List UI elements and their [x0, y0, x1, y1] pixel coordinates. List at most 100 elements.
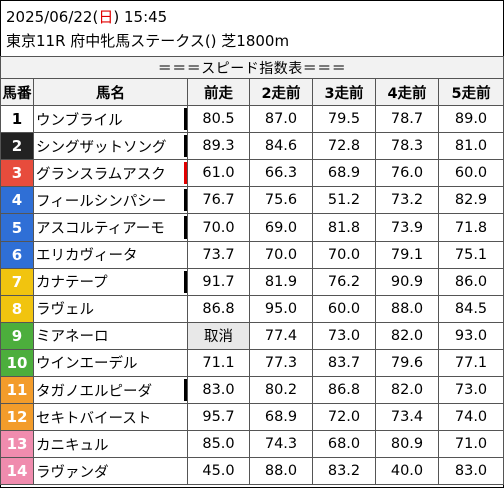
- horse-name: ミアネーロ: [36, 329, 109, 346]
- last-race-index: 61.0: [187, 159, 250, 188]
- last-race-index: 91.7: [187, 267, 250, 296]
- 3-races-ago-index: 51.2: [312, 186, 376, 215]
- 3-races-ago-index: 79.5: [312, 105, 376, 134]
- race-title: 東京11R 府中牝馬ステークス() 芝1800m: [6, 32, 290, 50]
- horse-name: グランスラムアスク: [36, 166, 166, 183]
- row-marker: [184, 189, 187, 212]
- 3-races-ago-index: 68.9: [312, 159, 376, 188]
- 5-races-ago-index: 71.8: [437, 213, 504, 242]
- table-row: 8 ラヴェル 86.8 95.0 60.0 88.0 84.5: [0, 294, 504, 323]
- horse-name-cell: シングザットソング: [33, 132, 188, 161]
- table-row: 14 ラヴァンダ 45.0 88.0 83.2 40.0 83.0: [0, 457, 504, 486]
- 3-races-ago-index: 72.0: [312, 403, 376, 432]
- 4-races-ago-index: 78.7: [375, 105, 439, 134]
- table-row: 11 タガノエルピーダ 83.0 80.2 86.8 82.0 73.0: [0, 376, 504, 405]
- horse-number: 14: [0, 457, 34, 486]
- 5-races-ago-index: 83.0: [437, 457, 504, 486]
- horse-number: 10: [0, 348, 34, 378]
- 3-races-ago-index: 73.0: [312, 321, 376, 350]
- 5-races-ago-index: 71.0: [437, 430, 504, 459]
- last-race-index: 80.5: [187, 105, 250, 134]
- horse-number: 4: [0, 186, 34, 215]
- last-race-index: 85.0: [187, 430, 250, 459]
- 2-races-ago-index: 81.9: [249, 267, 313, 296]
- table-row: 2 シングザットソング 89.3 84.6 72.8 78.3 81.0: [0, 132, 504, 161]
- horse-number: 1: [0, 105, 34, 134]
- race-weekday: 日: [98, 8, 114, 26]
- 3-races-ago-index: 60.0: [312, 294, 376, 323]
- 2-races-ago-index: 68.9: [249, 403, 313, 432]
- table-row: 12 セキトバイースト 95.7 68.9 72.0 73.4 74.0: [0, 403, 504, 432]
- horse-name-cell: アスコルティアーモ: [33, 213, 188, 242]
- horse-name-cell: セキトバイースト: [33, 403, 188, 432]
- last-race-index: 89.3: [187, 132, 250, 161]
- 4-races-ago-index: 40.0: [375, 457, 439, 486]
- 3-races-ago-index: 76.2: [312, 267, 376, 296]
- last-race-index: 83.0: [187, 376, 250, 405]
- 5-races-ago-index: 89.0: [437, 105, 504, 134]
- horse-number: 11: [0, 376, 34, 405]
- horse-name: カニキュル: [36, 437, 109, 454]
- 4-races-ago-index: 73.4: [375, 403, 439, 432]
- horse-name-cell: カナテープ: [33, 267, 188, 296]
- 4-races-ago-index: 88.0: [375, 294, 439, 323]
- race-datetime: 2025/06/22(日) 15:45: [6, 8, 168, 26]
- col-header-5-races-ago: 5走前: [437, 77, 504, 107]
- 5-races-ago-index: 81.0: [437, 132, 504, 161]
- last-race-index: 73.7: [187, 240, 250, 269]
- horse-number: 5: [0, 213, 34, 242]
- 5-races-ago-index: 86.0: [437, 267, 504, 296]
- race-time: 15:45: [123, 8, 168, 26]
- 5-races-ago-index: 60.0: [437, 159, 504, 188]
- horse-name-cell: フィールシンパシー: [33, 186, 188, 215]
- table-title: ＝＝＝スピード指数表＝＝＝: [0, 56, 504, 79]
- 5-races-ago-index: 74.0: [437, 403, 504, 432]
- table-row: 1 ウンブライル 80.5 87.0 79.5 78.7 89.0: [0, 105, 504, 134]
- horse-name: ウンブライル: [36, 112, 123, 129]
- 2-races-ago-index: 88.0: [249, 457, 313, 486]
- 4-races-ago-index: 73.2: [375, 186, 439, 215]
- col-header-3-races-ago: 3走前: [312, 77, 376, 107]
- 3-races-ago-index: 70.0: [312, 240, 376, 269]
- 2-races-ago-index: 69.0: [249, 213, 313, 242]
- last-race-index: 71.1: [187, 348, 250, 378]
- last-race-index: 45.0: [187, 457, 250, 486]
- last-race-index: 76.7: [187, 186, 250, 215]
- horse-name: シングザットソング: [36, 139, 167, 156]
- 2-races-ago-index: 66.3: [249, 159, 313, 188]
- 4-races-ago-index: 76.0: [375, 159, 439, 188]
- 5-races-ago-index: 84.5: [437, 294, 504, 323]
- 3-races-ago-index: 83.7: [312, 348, 376, 378]
- col-header-horse-name: 馬名: [33, 77, 188, 107]
- last-race-index: 取消: [187, 321, 250, 350]
- 2-races-ago-index: 70.0: [249, 240, 313, 269]
- horse-name-cell: ミアネーロ: [33, 321, 188, 350]
- race-date: 2025/06/22: [6, 8, 93, 26]
- 2-races-ago-index: 95.0: [249, 294, 313, 323]
- table-row: 6 エリカヴィータ 73.7 70.0 70.0 79.1 75.1: [0, 240, 504, 269]
- 5-races-ago-index: 73.0: [437, 376, 504, 405]
- 4-races-ago-index: 80.9: [375, 430, 439, 459]
- table-row: 7 カナテープ 91.7 81.9 76.2 90.9 86.0: [0, 267, 504, 296]
- horse-name-cell: ウンブライル: [33, 105, 188, 134]
- horse-number: 13: [0, 430, 34, 459]
- table-row: 5 アスコルティアーモ 70.0 69.0 81.8 73.9 71.8: [0, 213, 504, 242]
- last-race-index: 86.8: [187, 294, 250, 323]
- horse-name-cell: タガノエルピーダ: [33, 376, 188, 405]
- last-race-index: 95.7: [187, 403, 250, 432]
- horse-name: ラヴァンダ: [36, 464, 109, 481]
- horse-number: 6: [0, 240, 34, 269]
- horse-name-cell: エリカヴィータ: [33, 240, 188, 269]
- 4-races-ago-index: 78.3: [375, 132, 439, 161]
- table-row: 10 ウインエーデル 71.1 77.3 83.7 79.6 77.1: [0, 348, 504, 378]
- 3-races-ago-index: 81.8: [312, 213, 376, 242]
- horse-name-cell: ラヴェル: [33, 294, 188, 323]
- 4-races-ago-index: 79.6: [375, 348, 439, 378]
- horse-name: ウインエーデル: [36, 356, 138, 373]
- col-header-last-race: 前走: [187, 77, 250, 107]
- 2-races-ago-index: 74.3: [249, 430, 313, 459]
- 4-races-ago-index: 73.9: [375, 213, 439, 242]
- speed-index-table: ＝＝＝スピード指数表＝＝＝ 馬番 馬名 前走 2走前 3走前 4走前 5走前 1…: [0, 56, 504, 486]
- 2-races-ago-index: 87.0: [249, 105, 313, 134]
- horse-name: フィールシンパシー: [36, 193, 167, 210]
